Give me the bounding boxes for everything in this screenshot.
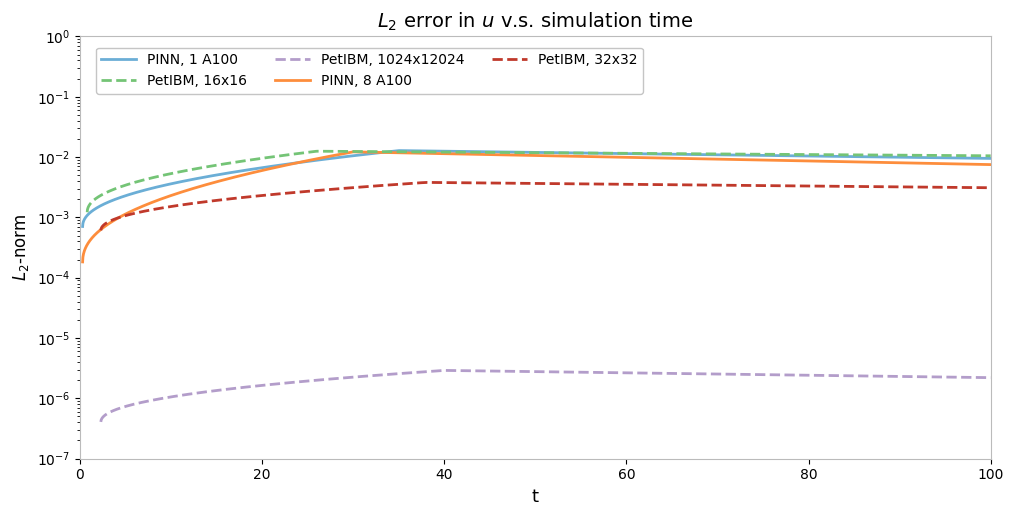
- X-axis label: t: t: [532, 488, 539, 506]
- PINN, 1 A100: [423, 148, 435, 154]
- PetIBM, 16x16: [463, 149, 475, 155]
- PetIBM, 1024x12024: [966, 374, 978, 381]
- PINN, 1 A100: [178, 178, 190, 184]
- PetIBM, 1024x12024: [423, 368, 435, 374]
- Legend: PINN, 1 A100, PetIBM, 16x16, PetIBM, 1024x12024, PINN, 8 A100, PetIBM, 32x32: PINN, 1 A100, PetIBM, 16x16, PetIBM, 102…: [96, 48, 644, 94]
- PetIBM, 16x16: [966, 153, 978, 159]
- PetIBM, 16x16: [869, 152, 881, 158]
- PetIBM, 16x16: [423, 149, 435, 155]
- PetIBM, 32x32: [423, 179, 435, 186]
- Title: $L_2$ error in $u$ v.s. simulation time: $L_2$ error in $u$ v.s. simulation time: [378, 11, 693, 34]
- PINN, 8 A100: [966, 161, 978, 168]
- Line: PetIBM, 32x32: PetIBM, 32x32: [100, 183, 991, 231]
- PetIBM, 1024x12024: [178, 392, 190, 398]
- PetIBM, 32x32: [178, 202, 190, 208]
- PINN, 1 A100: [985, 155, 997, 161]
- PINN, 8 A100: [178, 188, 190, 194]
- PINN, 8 A100: [231, 173, 244, 179]
- PetIBM, 1024x12024: [231, 385, 244, 391]
- PetIBM, 1024x12024: [463, 368, 475, 374]
- PetIBM, 32x32: [985, 185, 997, 191]
- PINN, 8 A100: [463, 151, 475, 157]
- PetIBM, 16x16: [178, 168, 190, 174]
- PetIBM, 32x32: [966, 185, 978, 191]
- Line: PetIBM, 1024x12024: PetIBM, 1024x12024: [100, 370, 991, 422]
- PetIBM, 1024x12024: [869, 373, 881, 379]
- PetIBM, 32x32: [231, 195, 244, 201]
- PINN, 1 A100: [463, 148, 475, 155]
- PINN, 8 A100: [985, 161, 997, 168]
- PINN, 8 A100: [869, 159, 881, 165]
- Line: PINN, 8 A100: PINN, 8 A100: [82, 152, 991, 262]
- PetIBM, 16x16: [231, 159, 244, 165]
- PINN, 1 A100: [869, 154, 881, 160]
- Line: PINN, 1 A100: PINN, 1 A100: [82, 150, 991, 226]
- PINN, 8 A100: [423, 150, 435, 157]
- PetIBM, 32x32: [463, 180, 475, 186]
- PINN, 1 A100: [231, 169, 244, 175]
- PetIBM, 1024x12024: [985, 374, 997, 381]
- PINN, 1 A100: [966, 155, 978, 161]
- Line: PetIBM, 16x16: PetIBM, 16x16: [87, 151, 991, 212]
- PetIBM, 16x16: [985, 153, 997, 159]
- PetIBM, 32x32: [869, 184, 881, 190]
- Y-axis label: $L_2$-norm: $L_2$-norm: [11, 214, 31, 281]
